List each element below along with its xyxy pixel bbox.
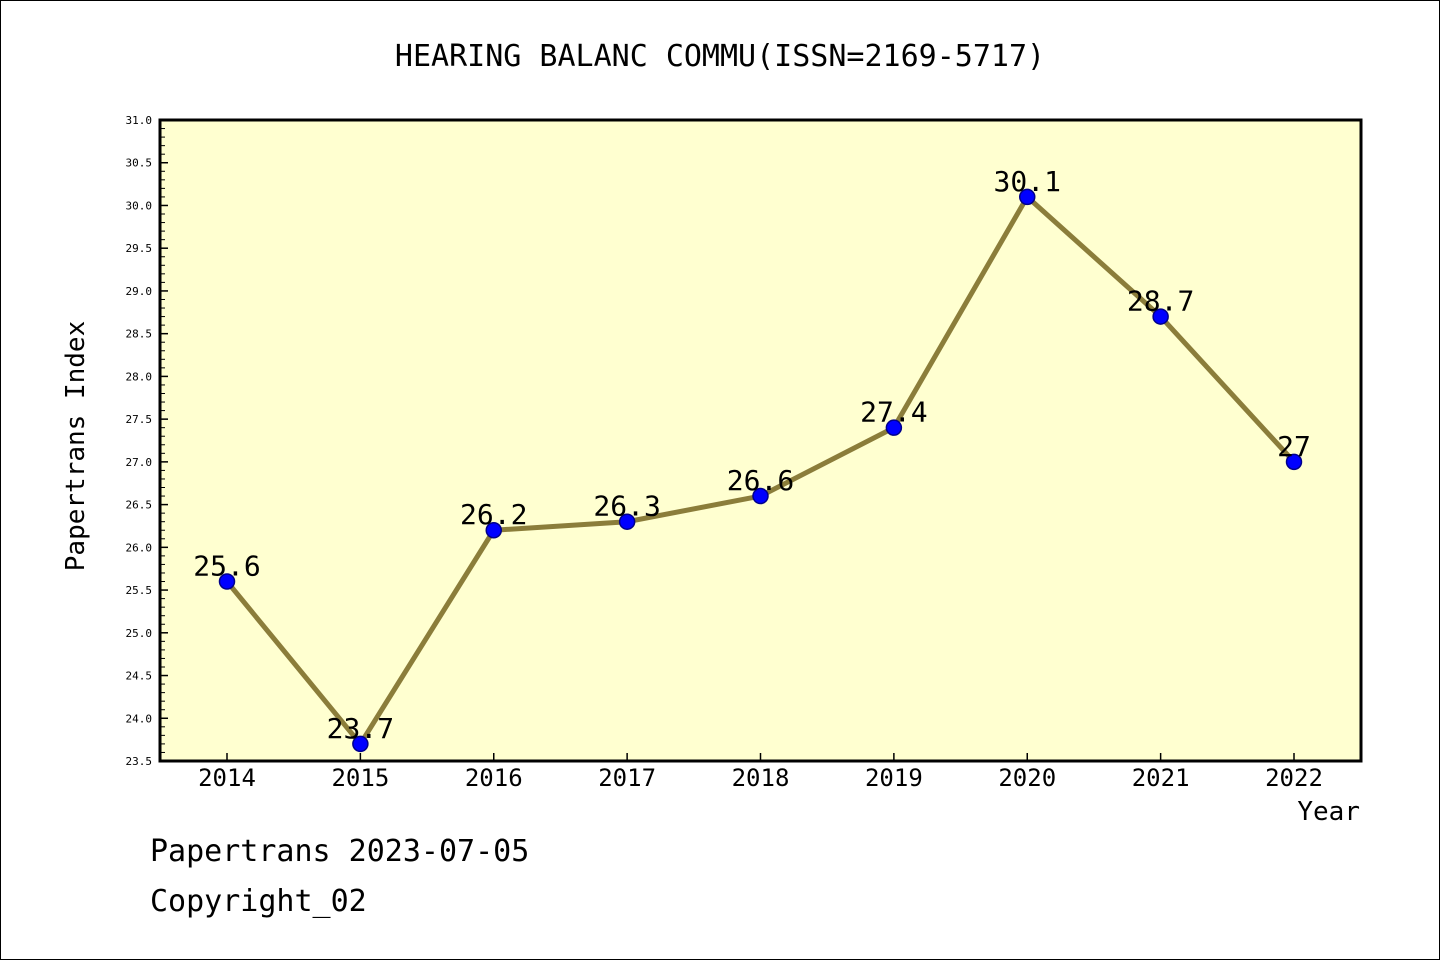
y-tick-label: 30.5 [126,157,153,170]
x-tick-label: 2014 [198,764,256,792]
y-tick-label: 27.5 [126,413,153,426]
y-tick-label: 31.0 [126,114,153,127]
data-point [352,735,369,753]
data-point [1285,453,1303,471]
data-labels: 25.6 23.7 26.2 26.3 26.6 27.4 30.1 28.7 27 [193,165,1311,745]
footer-date: Papertrans 2023-07-05 [150,834,530,869]
x-tick-label: 2019 [865,764,923,792]
y-tick-label: 24.5 [126,670,153,683]
x-tick-label: 2020 [998,764,1056,792]
y-tick-label: 26.5 [126,499,153,512]
y-tick-label: 29.5 [126,242,153,255]
y-tick-label: 25.5 [126,584,153,597]
y-tick-label: 23.5 [126,755,153,768]
chart-title: HEARING BALANC COMMU(ISSN=2169-5717) [395,39,1045,74]
data-point [1019,188,1036,206]
plot-area [158,118,1363,763]
x-tick-label: 2017 [598,764,656,792]
y-tick-label: 27.0 [126,456,153,469]
y-tick-label: 26.0 [126,541,153,554]
data-label: 30.1 [994,165,1061,198]
x-tick-label: 2015 [331,764,389,792]
y-tick-label: 28.0 [126,370,153,383]
x-axis-title: Year [1297,797,1360,827]
data-label: 26.3 [593,490,660,523]
y-axis: 23.5 24.0 24.5 25.0 25.5 26.0 26.5 27.0 27.5 28.0… [126,114,168,768]
data-point [1152,308,1169,325]
y-tick-label: 28.5 [126,328,153,341]
x-tick-label: 2022 [1265,764,1323,792]
x-tick-label: 2021 [1132,764,1190,792]
data-label: 27 [1277,430,1311,463]
data-point [752,487,769,505]
y-tick-label: 29.0 [126,285,153,298]
data-label: 25.6 [193,550,260,583]
y-tick-label: 30.0 [126,199,153,212]
data-markers [218,188,1303,753]
data-label: 27.4 [860,396,927,429]
footer-copyright: Copyright_02 [150,884,367,919]
x-tick-label: 2018 [732,764,790,792]
data-point [618,513,636,530]
data-label: 23.7 [327,712,394,745]
y-tick-label: 24.0 [126,712,153,725]
data-label: 26.6 [727,464,794,497]
data-label: 28.7 [1127,285,1194,318]
y-axis-title: Papertrans Index [61,321,91,571]
data-point [485,521,502,539]
x-tick-label: 2016 [465,764,523,792]
data-point [885,419,903,436]
data-point [218,573,236,590]
x-axis: 2014 2015 2016 2017 2018 2019 2020 2021 2022 [198,753,1323,792]
y-tick-label: 25.0 [126,627,153,640]
data-label: 26.2 [460,498,527,531]
